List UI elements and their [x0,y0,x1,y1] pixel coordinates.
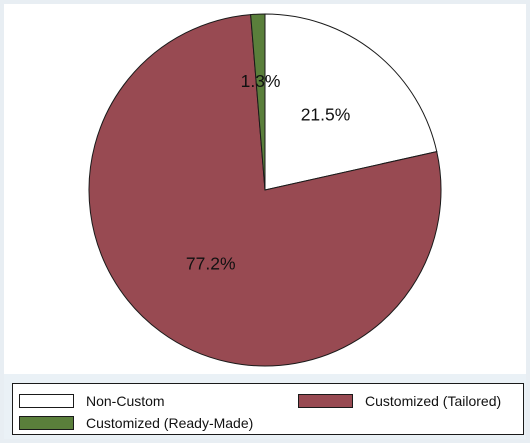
pie-labels: 21.5% 77.2% 1.3% [186,71,350,274]
legend-swatch-customized-tailored [298,394,353,408]
legend-label-customized-ready-made: Customized (Ready-Made) [86,415,254,431]
plot-area: 21.5% 77.2% 1.3% [4,4,526,374]
pie-value-label: 77.2% [186,254,236,274]
legend-swatch-customized-ready-made [19,416,74,430]
legend-item-customized-ready-made: Customized (Ready-Made) [19,414,253,432]
pie-value-label: 21.5% [301,104,351,124]
chart-frame: 21.5% 77.2% 1.3% Non-Custom Customized (Ta… [4,4,526,439]
pie-slices [88,13,442,367]
pie-slice-non-custom [264,13,438,191]
legend-item-customized-tailored: Customized (Tailored) [298,392,501,410]
pie-chart: 21.5% 77.2% 1.3% [88,13,442,367]
pie-value-label: 1.3% [241,71,281,91]
legend: Non-Custom Customized (Tailored) Customi… [12,383,524,435]
legend-label-customized-tailored: Customized (Tailored) [365,393,502,409]
legend-label-non-custom: Non-Custom [86,393,165,409]
pie-slice-customized-tailored [88,14,442,367]
legend-item-non-custom: Non-Custom [19,392,165,410]
pie-slice-customized-ready-made [250,13,266,191]
legend-swatch-non-custom [19,394,74,408]
